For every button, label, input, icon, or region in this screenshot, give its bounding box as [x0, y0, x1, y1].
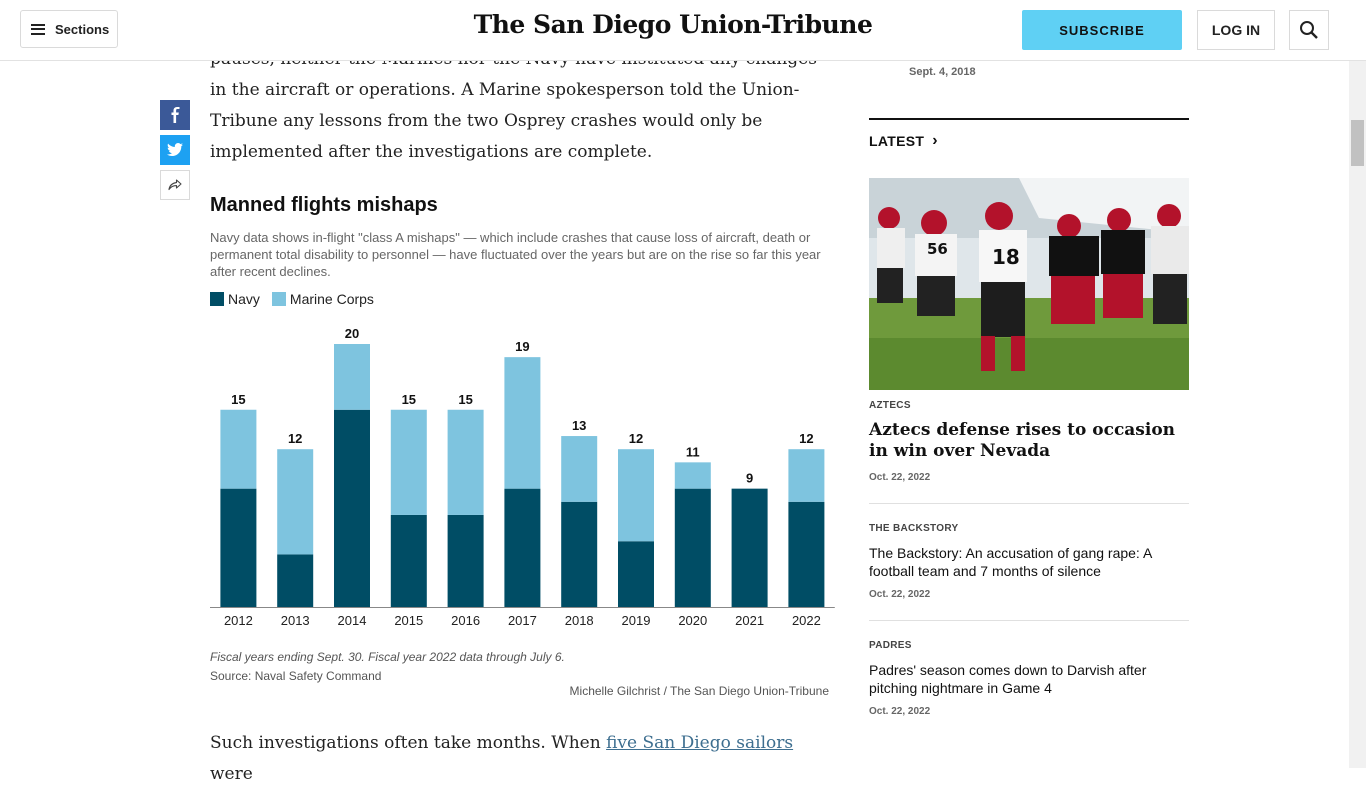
chart-note: Fiscal years ending Sept. 30. Fiscal yea… — [210, 650, 565, 664]
bar-segment-marine-corps — [674, 462, 711, 489]
chart-title: Manned flights mishaps — [210, 194, 438, 216]
latest-section-link[interactable]: LATEST › — [869, 132, 938, 150]
bar-segment-marine-corps — [788, 449, 825, 502]
story-kicker[interactable]: AZTECS — [869, 400, 911, 411]
site-header: Sections The San Diego Union-Tribune SUB… — [0, 0, 1366, 61]
stacked-bar-chart: 15 2012 12 2013 20 2014 15 2015 15 2016 19 2017 13 20… — [210, 326, 835, 628]
x-tick-label: 2020 — [678, 613, 707, 628]
legend-swatch-navy — [210, 292, 224, 306]
bar-segment-navy — [788, 501, 825, 607]
x-tick-label: 2013 — [281, 613, 310, 628]
search-button[interactable] — [1289, 10, 1329, 50]
twitter-icon — [167, 143, 183, 156]
share-icon — [168, 179, 182, 191]
bar-segment-marine-corps — [618, 449, 654, 542]
sections-label: Sections — [55, 21, 110, 37]
article-paragraph: Such investigations often take months. W… — [210, 728, 830, 790]
share-more-button[interactable] — [160, 170, 190, 200]
scrollbar-track[interactable] — [1349, 60, 1366, 768]
bar-total-label: 11 — [686, 444, 700, 459]
chart-subtitle: Navy data shows in-flight "class A misha… — [210, 230, 821, 279]
bar-segment-marine-corps — [334, 344, 370, 410]
site-logo[interactable]: The San Diego Union-Tribune — [473, 10, 873, 39]
bar-total-label: 15 — [231, 392, 245, 407]
rail-divider — [869, 118, 1189, 120]
bar-segment-marine-corps — [447, 409, 484, 515]
bar-total-label: 15 — [402, 392, 416, 407]
x-tick-label: 2017 — [508, 613, 537, 628]
search-icon — [1300, 21, 1318, 39]
bar-total-label: 13 — [572, 418, 586, 433]
story-kicker[interactable]: PADRES — [869, 640, 912, 651]
bar-segment-marine-corps — [561, 436, 598, 502]
bar-total-label: 9 — [746, 471, 753, 486]
bar-segment-navy — [674, 488, 711, 607]
sections-menu-button[interactable]: Sections — [20, 10, 118, 48]
bar-total-label: 19 — [515, 339, 529, 354]
chart-legend: Navy Marine Corps — [210, 291, 386, 307]
bar-segment-navy — [504, 488, 541, 607]
jersey-number: 56 — [927, 240, 948, 258]
login-button[interactable]: LOG IN — [1197, 10, 1275, 50]
bar-segment-navy — [731, 488, 768, 607]
bar-segment-marine-corps — [504, 357, 541, 489]
legend-label: Navy — [228, 291, 260, 307]
story-headline[interactable]: The Backstory: An accusation of gang rap… — [869, 545, 1152, 579]
facebook-icon — [171, 107, 180, 123]
scrollbar-thumb[interactable] — [1351, 120, 1364, 166]
story-headline[interactable]: Aztecs defense rises to occasion in win … — [869, 420, 1176, 461]
chart-source: Source: Naval Safety Command — [210, 669, 382, 683]
latest-label: LATEST — [869, 133, 925, 149]
legend-item-navy: Navy — [210, 291, 260, 307]
bar-segment-navy — [561, 501, 598, 607]
article-link[interactable]: five San Diego sailors — [606, 733, 794, 753]
twitter-share-button[interactable] — [160, 135, 190, 165]
chevron-right-icon: › — [932, 132, 938, 149]
x-tick-label: 2022 — [792, 613, 821, 628]
legend-item-marine-corps: Marine Corps — [271, 291, 374, 307]
story-divider — [869, 620, 1189, 621]
legend-swatch-marine-corps — [271, 292, 286, 306]
bar-segment-navy — [277, 554, 314, 607]
story-kicker[interactable]: THE BACKSTORY — [869, 523, 959, 534]
bar-total-label: 15 — [458, 392, 472, 407]
paragraph-text: were — [210, 764, 253, 784]
x-tick-label: 2015 — [394, 613, 423, 628]
x-tick-label: 2016 — [451, 613, 480, 628]
x-tick-label: 2018 — [565, 613, 594, 628]
bar-segment-marine-corps — [220, 409, 257, 489]
x-tick-label: 2012 — [224, 613, 253, 628]
story-photo[interactable]: 56 18 — [869, 178, 1189, 390]
subscribe-button[interactable]: SUBSCRIBE — [1022, 10, 1182, 50]
bar-segment-marine-corps — [277, 449, 314, 555]
football-practice-photo: 56 18 — [869, 178, 1189, 390]
facebook-share-button[interactable] — [160, 100, 190, 130]
x-tick-label: 2021 — [735, 613, 764, 628]
bar-segment-navy — [220, 488, 257, 607]
story-divider — [869, 503, 1189, 504]
story-headline[interactable]: Padres' season comes down to Darvish aft… — [869, 662, 1147, 696]
bar-segment-navy — [447, 514, 484, 607]
jersey-number: 18 — [992, 245, 1020, 269]
bar-total-label: 12 — [288, 431, 302, 446]
chart-credit: Michelle Gilchrist / The San Diego Union… — [569, 684, 829, 698]
x-tick-label: 2019 — [622, 613, 651, 628]
bar-segment-marine-corps — [390, 409, 427, 515]
bar-total-label: 20 — [345, 326, 359, 341]
bar-total-label: 12 — [629, 431, 643, 446]
bar-total-label: 12 — [799, 431, 813, 446]
rail-date: Sept. 4, 2018 — [909, 66, 976, 78]
paragraph-text: Such investigations often take months. W… — [210, 733, 607, 753]
bar-segment-navy — [618, 541, 654, 607]
story-date: Oct. 22, 2022 — [869, 589, 931, 600]
hamburger-icon — [31, 23, 45, 35]
story-date: Oct. 22, 2022 — [869, 472, 931, 483]
legend-label: Marine Corps — [289, 291, 374, 307]
bar-segment-navy — [390, 514, 427, 607]
bar-segment-navy — [334, 409, 370, 607]
story-date: Oct. 22, 2022 — [869, 706, 931, 717]
x-tick-label: 2014 — [338, 613, 367, 628]
